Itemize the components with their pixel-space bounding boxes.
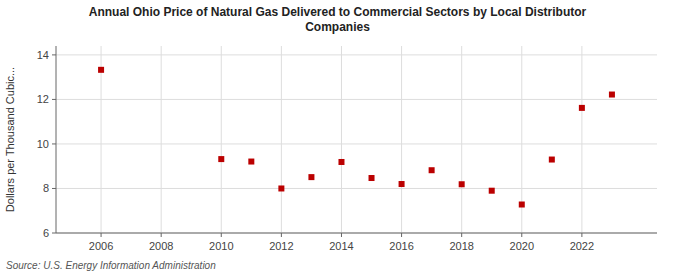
tick [52,54,56,55]
tick-label: 2018 [449,240,473,252]
point [489,188,495,194]
tick [581,233,582,237]
tick [521,233,522,237]
tick [401,233,402,237]
tick [341,233,342,237]
tick-label: 2020 [510,240,534,252]
grid-line [581,46,582,233]
tick-label: 2008 [149,240,173,252]
grid-line [101,46,102,233]
tick [461,233,462,237]
tick-label: 2012 [269,240,293,252]
point [519,202,525,208]
grid-line [341,46,342,233]
tick [52,188,56,189]
point [609,92,615,98]
y-axis-line [56,46,57,233]
grid-line [56,143,657,144]
tick [281,233,282,237]
point [549,157,555,163]
grid-line [56,54,657,55]
point [308,174,314,180]
tick [161,233,162,237]
axes: 6 8 10 12 14 2006 2008 2010 2012 2014 2016 2018 2020… [37,46,657,252]
point [459,181,465,187]
grid [56,46,657,233]
points [98,67,615,208]
tick-label: 2010 [209,240,233,252]
point [98,67,104,73]
chart: Annual Ohio Price of Natural Gas Deliver… [0,0,675,275]
tick-label: 2016 [389,240,413,252]
grid-line [56,233,657,234]
grid-line [401,46,402,233]
point [369,175,375,181]
tick [221,233,222,237]
x-axis-line [56,233,657,234]
tick-label: 12 [37,93,49,105]
point [399,181,405,187]
grid-line [56,99,657,100]
tick-label: 14 [37,49,49,61]
title: Annual Ohio Price of Natural Gas Deliver… [89,5,587,34]
point [429,167,435,173]
grid-line [161,46,162,233]
tick [52,233,56,234]
point [338,159,344,165]
tick-label: 10 [37,138,49,150]
point [579,105,585,111]
tick [52,99,56,100]
tick [101,233,102,237]
point [218,156,224,162]
tick-label: 2006 [89,240,113,252]
tick-label: 2022 [570,240,594,252]
tick-label: 2014 [329,240,353,252]
tick-label: 6 [43,227,49,239]
tick-label: 8 [43,182,49,194]
tick [52,143,56,144]
grid-line [221,46,222,233]
grid-line [56,188,657,189]
chart-container: Annual Ohio Price of Natural Gas Deliver… [0,0,675,275]
grid-line [281,46,282,233]
y-axis-label: Dollars per Thousand Cubic... [4,67,16,212]
grid-line [461,46,462,233]
source-note: Source: U.S. Energy Information Administ… [6,260,216,271]
point [278,185,284,191]
point [248,159,254,165]
